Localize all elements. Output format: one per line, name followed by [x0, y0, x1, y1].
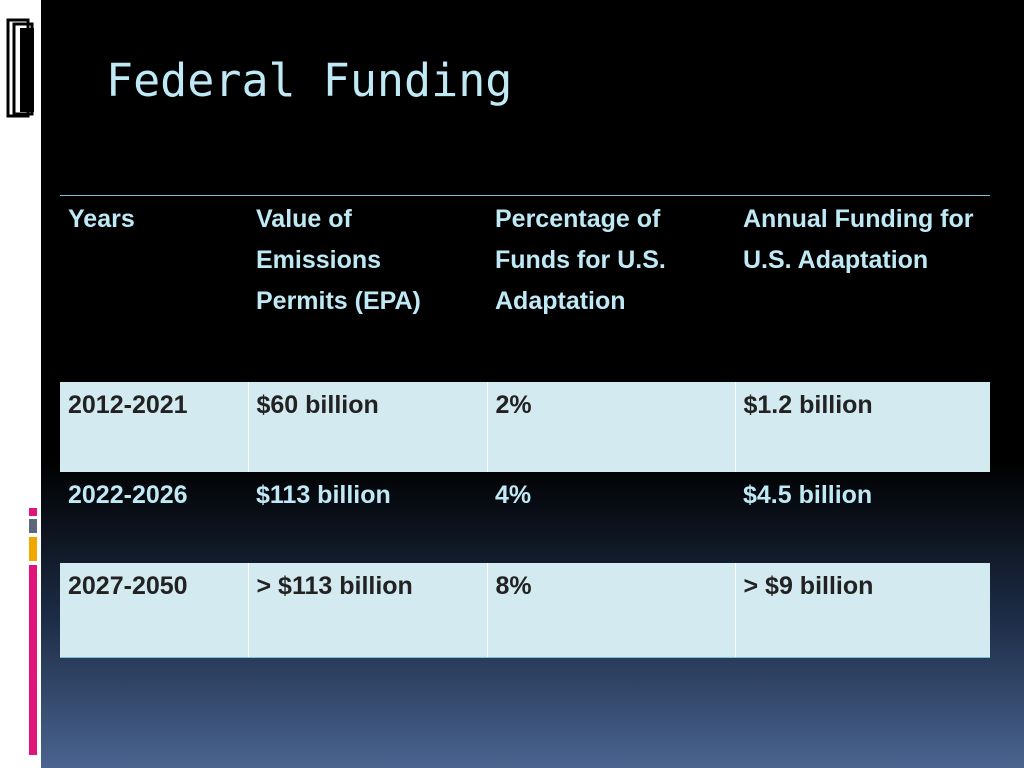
cell-permit-value: $113 billion — [256, 480, 391, 509]
header-annual-funding: Annual Funding for U.S. Adaptation — [743, 205, 974, 274]
header-percentage: Percentage of Funds for U.S. Adaptation — [495, 205, 666, 315]
cell-permit-value: $60 billion — [247, 381, 487, 472]
table-row: 2012-2021 $60 billion 2% $1.2 billion — [60, 381, 990, 472]
cell-annual-funding: > $9 billion — [734, 562, 990, 658]
document-stack-icon — [6, 18, 34, 118]
header-permit-value: Value of Emissions Permits (EPA) — [256, 205, 421, 315]
cell-permit-value: > $113 billion — [247, 562, 487, 658]
cell-annual-funding: $1.2 billion — [734, 381, 990, 472]
table-header-row: Years Value of Emissions Permits (EPA) P… — [60, 195, 990, 382]
slide-title: Federal Funding — [106, 54, 513, 107]
header-years: Years — [68, 205, 135, 233]
accent-bar — [29, 519, 37, 533]
cell-percentage: 4% — [495, 480, 532, 509]
accent-bar — [29, 537, 37, 561]
cell-annual-funding: $4.5 billion — [743, 480, 873, 509]
cell-years: 2012-2021 — [60, 381, 248, 472]
cell-percentage: 2% — [486, 381, 735, 472]
cell-years: 2022-2026 — [68, 480, 188, 509]
funding-table: Years Value of Emissions Permits (EPA) P… — [60, 195, 990, 658]
table-row: 2027-2050 > $113 billion 8% > $9 billion — [60, 562, 990, 658]
accent-bar — [29, 565, 37, 755]
cell-percentage: 8% — [486, 562, 735, 658]
accent-bar — [29, 508, 37, 516]
left-decorative-strip — [0, 0, 41, 768]
cell-years: 2027-2050 — [60, 562, 248, 658]
table-row: 2022-2026 $113 billion 4% $4.5 billion — [60, 472, 990, 563]
